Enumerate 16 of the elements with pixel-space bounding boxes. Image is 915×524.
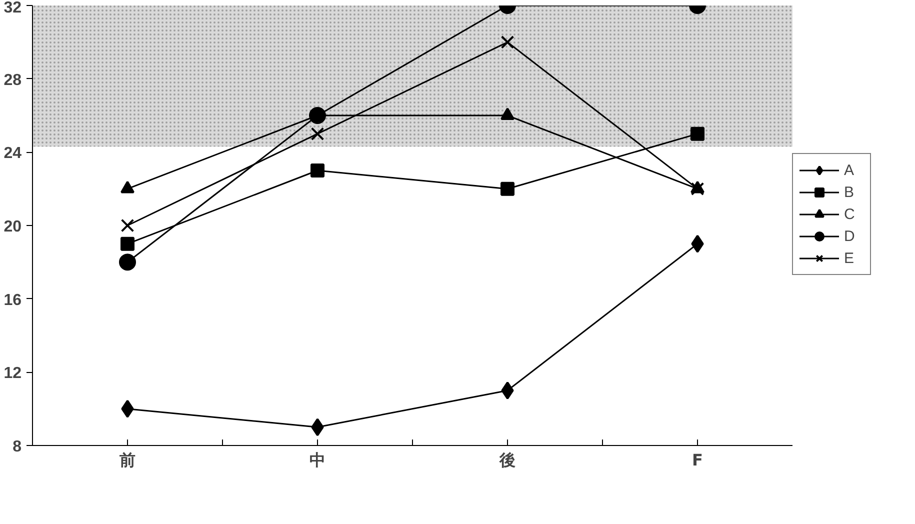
y-tick-label: 12: [4, 365, 22, 382]
y-tick-label: 16: [4, 292, 22, 309]
legend-label: D: [844, 228, 856, 244]
x-tick-label: 中: [310, 450, 326, 470]
legend-label: A: [844, 162, 856, 178]
x-tick-label: 後: [498, 450, 516, 470]
legend-label: B: [844, 184, 856, 200]
legend-label: E: [844, 250, 856, 266]
y-tick-label: 32: [4, 0, 22, 16]
legend-label: C: [844, 206, 856, 222]
y-tick-label: 28: [4, 72, 22, 89]
y-tick-label: 20: [4, 218, 22, 236]
x-tick-label: 前: [118, 450, 136, 470]
x-tick-label: F: [692, 450, 703, 470]
y-tick-label: 24: [4, 145, 22, 162]
y-tick-label: 8: [12, 438, 22, 456]
